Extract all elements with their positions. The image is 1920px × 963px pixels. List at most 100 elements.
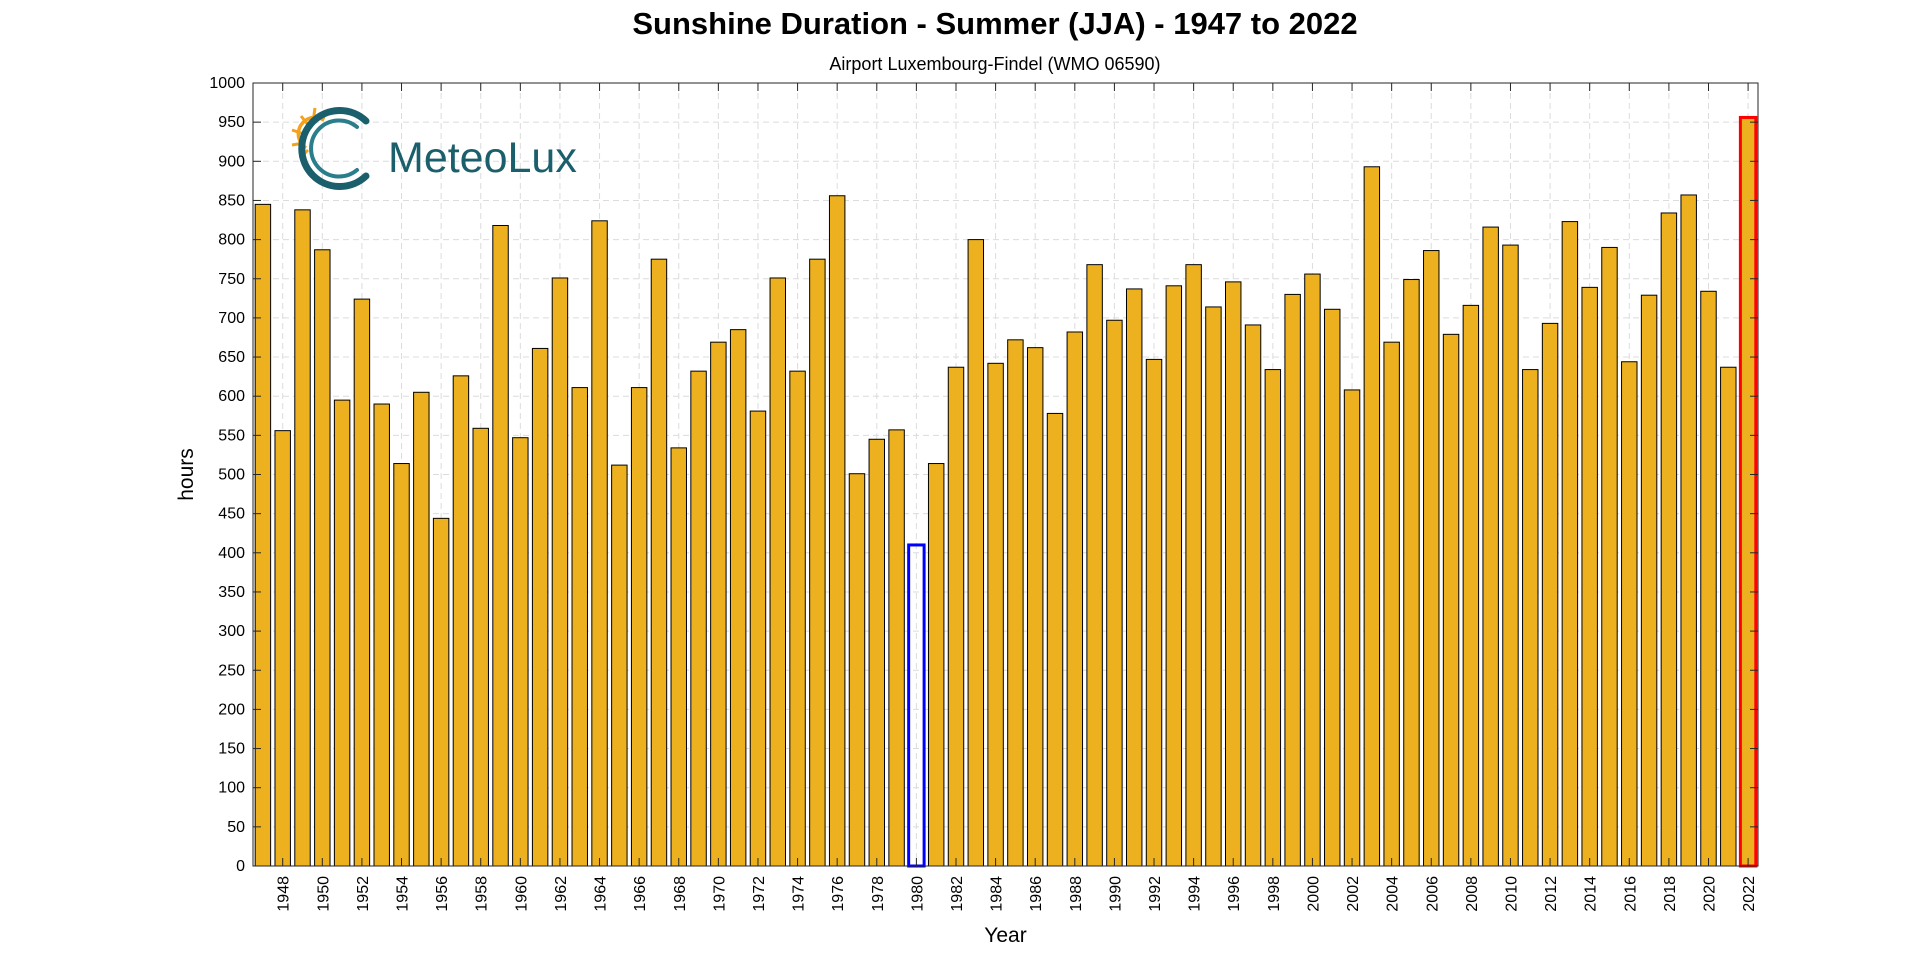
y-tick-label: 900 bbox=[218, 153, 245, 170]
bar bbox=[1205, 306, 1222, 867]
x-tick-label: 1972 bbox=[751, 876, 768, 912]
bar bbox=[710, 341, 727, 867]
bar bbox=[1026, 347, 1044, 867]
bar bbox=[670, 447, 687, 867]
bar bbox=[690, 370, 707, 867]
x-tick-label: 2020 bbox=[1701, 876, 1718, 912]
bar bbox=[571, 387, 588, 867]
bar bbox=[274, 430, 291, 867]
bar bbox=[472, 427, 489, 867]
x-tick-label: 2018 bbox=[1662, 876, 1679, 912]
x-tick-label: 2022 bbox=[1741, 876, 1758, 912]
y-tick-label: 500 bbox=[218, 467, 245, 484]
x-tick-label: 1986 bbox=[1028, 876, 1045, 912]
bar bbox=[729, 329, 747, 867]
bar bbox=[769, 277, 786, 867]
x-tick-label: 1960 bbox=[513, 876, 530, 912]
bar bbox=[591, 220, 608, 867]
x-tick-label: 1966 bbox=[632, 876, 649, 912]
x-tick-label: 2014 bbox=[1583, 876, 1600, 912]
x-tick-label: 1948 bbox=[276, 876, 293, 912]
bar bbox=[1581, 286, 1598, 867]
bar bbox=[1086, 264, 1103, 867]
y-tick-label: 150 bbox=[218, 741, 245, 758]
y-tick-label: 300 bbox=[218, 623, 245, 640]
bar bbox=[1403, 279, 1420, 867]
bar bbox=[393, 463, 410, 867]
y-tick-label: 200 bbox=[218, 701, 245, 718]
meteolux-logo: MeteoLux bbox=[291, 107, 577, 190]
bar bbox=[1225, 281, 1242, 867]
y-tick-label: 600 bbox=[218, 388, 245, 405]
y-tick-label: 50 bbox=[227, 819, 245, 836]
y-tick-label: 550 bbox=[218, 427, 245, 444]
x-tick-label: 2008 bbox=[1464, 876, 1481, 912]
bar bbox=[1185, 264, 1202, 867]
bar bbox=[512, 437, 529, 867]
bar bbox=[1680, 194, 1697, 867]
bar bbox=[294, 209, 311, 867]
bar bbox=[1304, 273, 1321, 867]
logo-text: MeteoLux bbox=[388, 134, 577, 182]
x-tick-label: 1982 bbox=[949, 876, 966, 912]
bar bbox=[1007, 339, 1024, 867]
x-tick-label: 1976 bbox=[830, 876, 847, 912]
bar bbox=[1423, 250, 1440, 867]
bar bbox=[1442, 333, 1460, 867]
bar bbox=[1343, 389, 1361, 867]
bar bbox=[1561, 221, 1579, 867]
x-tick-label: 2010 bbox=[1503, 876, 1520, 912]
bar bbox=[1700, 290, 1717, 867]
bar bbox=[1522, 369, 1539, 867]
x-tick-label: 1954 bbox=[395, 876, 412, 912]
bar bbox=[848, 473, 866, 867]
y-axis-label: hours bbox=[175, 448, 198, 501]
x-axis-label: Year bbox=[984, 924, 1026, 947]
bar bbox=[1145, 358, 1163, 867]
x-tick-label: 1992 bbox=[1147, 876, 1164, 912]
x-tick-label: 1950 bbox=[315, 876, 332, 912]
x-tick-label: 1988 bbox=[1068, 876, 1085, 912]
bar bbox=[1601, 246, 1618, 867]
bar bbox=[1462, 304, 1480, 867]
x-tick-label: 1984 bbox=[989, 876, 1006, 912]
y-tick-label: 700 bbox=[218, 310, 245, 327]
x-tick-label: 1998 bbox=[1266, 876, 1283, 912]
y-tick-label: 100 bbox=[218, 780, 245, 797]
x-tick-label: 1964 bbox=[593, 876, 610, 912]
bar bbox=[1046, 412, 1064, 867]
chart-title: Sunshine Duration - Summer (JJA) - 1947 … bbox=[632, 6, 1358, 41]
y-axis-ticks: 0 50 100 150 200 250 300 350 400 450 500 550 600 650 7… bbox=[209, 75, 1758, 875]
y-tick-label: 0 bbox=[236, 858, 245, 875]
y-tick-label: 450 bbox=[218, 506, 245, 523]
bar bbox=[551, 277, 569, 867]
x-tick-label: 1952 bbox=[355, 876, 372, 912]
bar bbox=[987, 362, 1004, 867]
bar bbox=[809, 258, 826, 867]
y-tick-label: 250 bbox=[218, 662, 245, 679]
bar bbox=[1106, 319, 1123, 867]
x-tick-label: 2004 bbox=[1385, 876, 1402, 912]
bar bbox=[413, 391, 430, 867]
bar bbox=[967, 239, 985, 867]
bar bbox=[1720, 366, 1737, 867]
bar bbox=[333, 399, 351, 867]
y-tick-label: 350 bbox=[218, 584, 245, 601]
bar bbox=[947, 366, 965, 867]
bar bbox=[1502, 244, 1519, 867]
chart-subtitle: Airport Luxembourg-Findel (WMO 06590) bbox=[829, 54, 1161, 74]
x-tick-label: 2012 bbox=[1543, 876, 1560, 912]
bar bbox=[789, 370, 806, 867]
bar bbox=[888, 429, 905, 867]
bar bbox=[373, 403, 390, 867]
bar bbox=[1284, 293, 1301, 867]
bar-max-highlight bbox=[1738, 115, 1758, 868]
x-tick-label: 1978 bbox=[870, 876, 887, 912]
bar bbox=[630, 387, 648, 867]
bar bbox=[492, 225, 509, 867]
x-tick-label: 1974 bbox=[791, 876, 808, 912]
x-tick-label: 1956 bbox=[434, 876, 451, 912]
bar bbox=[1482, 226, 1499, 867]
bar bbox=[828, 195, 846, 867]
y-tick-label: 850 bbox=[218, 192, 245, 209]
